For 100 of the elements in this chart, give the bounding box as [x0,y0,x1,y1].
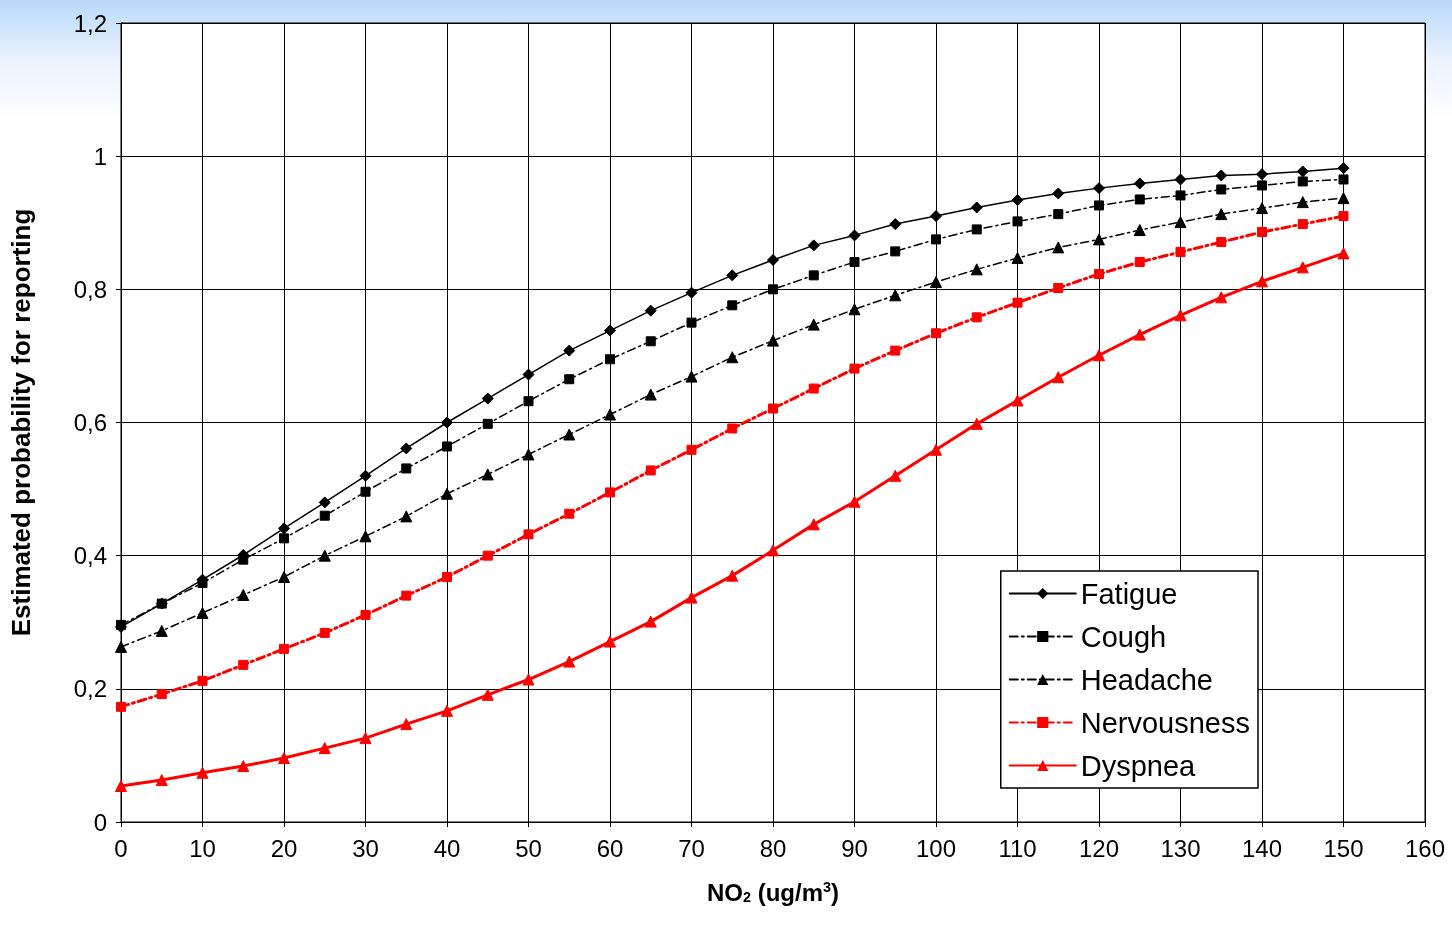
point [890,246,901,257]
point [1011,252,1024,265]
x-tick-label: 60 [596,834,624,862]
point [238,659,249,670]
x-tick-label: 10 [189,834,216,862]
point [441,704,453,717]
x-tick-label: 20 [270,834,298,862]
point [1256,168,1268,181]
point [116,701,126,712]
point [644,304,657,317]
point [1174,173,1187,186]
point [1052,241,1065,254]
x-tick-label: 140 [1241,834,1283,862]
point [442,571,452,582]
point [1174,216,1187,229]
x-tick-label: 50 [515,834,542,862]
point [1094,269,1104,280]
point [1134,194,1145,205]
y-axis-title: Estimated probability for reporting [6,208,36,637]
point [482,550,493,561]
point [278,522,290,535]
point [1256,202,1268,215]
legend-label: Dyspnea [1080,749,1197,782]
point [1175,190,1186,201]
point [848,303,861,316]
point [401,463,412,474]
point [604,408,616,421]
point [644,615,657,628]
point [237,760,250,773]
y-tick-label: 0,8 [73,275,107,303]
point [279,533,289,544]
point [1215,291,1228,304]
point [115,640,127,653]
point [1052,371,1065,384]
point [401,590,412,601]
point [564,508,575,519]
point [767,544,779,557]
point [1011,194,1024,207]
x-tick-label: 120 [1078,834,1120,862]
point [1296,261,1309,274]
point [604,635,616,648]
point [563,655,576,668]
point [1093,182,1105,195]
x-tick-label: 90 [841,834,868,862]
point [1053,209,1064,220]
point [278,752,290,765]
point [197,675,208,686]
point [726,269,739,282]
point [196,766,209,779]
point [727,300,738,311]
point [400,510,413,523]
point [1175,247,1186,258]
y-tick-label: 0,6 [73,409,107,436]
y-tick-label: 1,2 [73,9,107,37]
point [1134,257,1145,268]
x-tick-label: 70 [678,834,705,862]
point [808,270,819,281]
point [1011,394,1024,407]
point [767,254,779,267]
point [1297,219,1308,230]
point [523,529,534,540]
point [1216,184,1227,195]
point [971,224,982,235]
point [1216,237,1227,248]
point [1257,180,1267,191]
point [1093,349,1105,362]
point [522,448,535,461]
point [1337,162,1350,175]
point [645,336,656,347]
point [197,577,208,588]
point [522,368,535,381]
point [1012,297,1023,308]
point [1215,169,1228,182]
point [889,289,902,302]
point [563,428,576,441]
point [931,234,941,245]
point [970,417,983,430]
point [605,487,615,498]
point [563,344,576,357]
point [1094,200,1104,211]
point [522,673,535,686]
point [726,569,739,582]
point [644,388,657,401]
point [442,441,452,452]
x-tick-label: 80 [759,834,787,862]
point [360,609,371,620]
y-tick-label: 1 [93,142,107,170]
point [1133,328,1146,341]
point [808,383,819,394]
point [482,418,493,429]
point [685,591,698,604]
x-tick-label: 30 [352,834,379,862]
x-tick-label: 40 [433,834,461,862]
point [970,201,983,214]
point [319,510,330,521]
point [1338,174,1349,185]
point [237,588,250,601]
x-tick-label: 110 [998,834,1037,862]
point [359,732,372,745]
point [931,328,941,339]
